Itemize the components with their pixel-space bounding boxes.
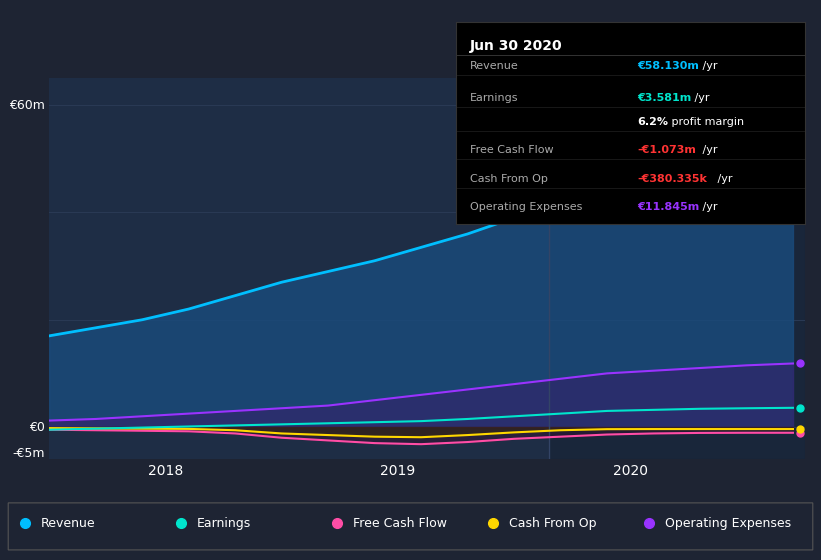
Text: profit margin: profit margin: [667, 117, 744, 127]
Text: /yr: /yr: [699, 146, 717, 156]
Text: €60m: €60m: [9, 99, 44, 111]
Text: €58.130m: €58.130m: [637, 61, 699, 71]
Text: Operating Expenses: Operating Expenses: [470, 202, 582, 212]
Text: Revenue: Revenue: [41, 516, 96, 530]
Text: Revenue: Revenue: [470, 61, 518, 71]
Text: Earnings: Earnings: [470, 93, 518, 103]
Text: 6.2%: 6.2%: [637, 117, 668, 127]
Text: -€1.073m: -€1.073m: [637, 146, 696, 156]
Text: €0: €0: [29, 421, 44, 433]
Text: /yr: /yr: [699, 202, 717, 212]
Text: /yr: /yr: [713, 174, 732, 184]
Text: -€5m: -€5m: [12, 447, 44, 460]
Text: Jun 30 2020: Jun 30 2020: [470, 39, 562, 53]
Text: Free Cash Flow: Free Cash Flow: [353, 516, 447, 530]
Text: Free Cash Flow: Free Cash Flow: [470, 146, 553, 156]
Bar: [549, 78, 805, 459]
Text: /yr: /yr: [699, 61, 717, 71]
Text: €3.581m: €3.581m: [637, 93, 691, 103]
Text: Earnings: Earnings: [197, 516, 251, 530]
Text: Operating Expenses: Operating Expenses: [665, 516, 791, 530]
Text: /yr: /yr: [690, 93, 709, 103]
Text: -€380.335k: -€380.335k: [637, 174, 707, 184]
Text: €11.845m: €11.845m: [637, 202, 699, 212]
Text: Cash From Op: Cash From Op: [470, 174, 548, 184]
Text: Cash From Op: Cash From Op: [509, 516, 597, 530]
